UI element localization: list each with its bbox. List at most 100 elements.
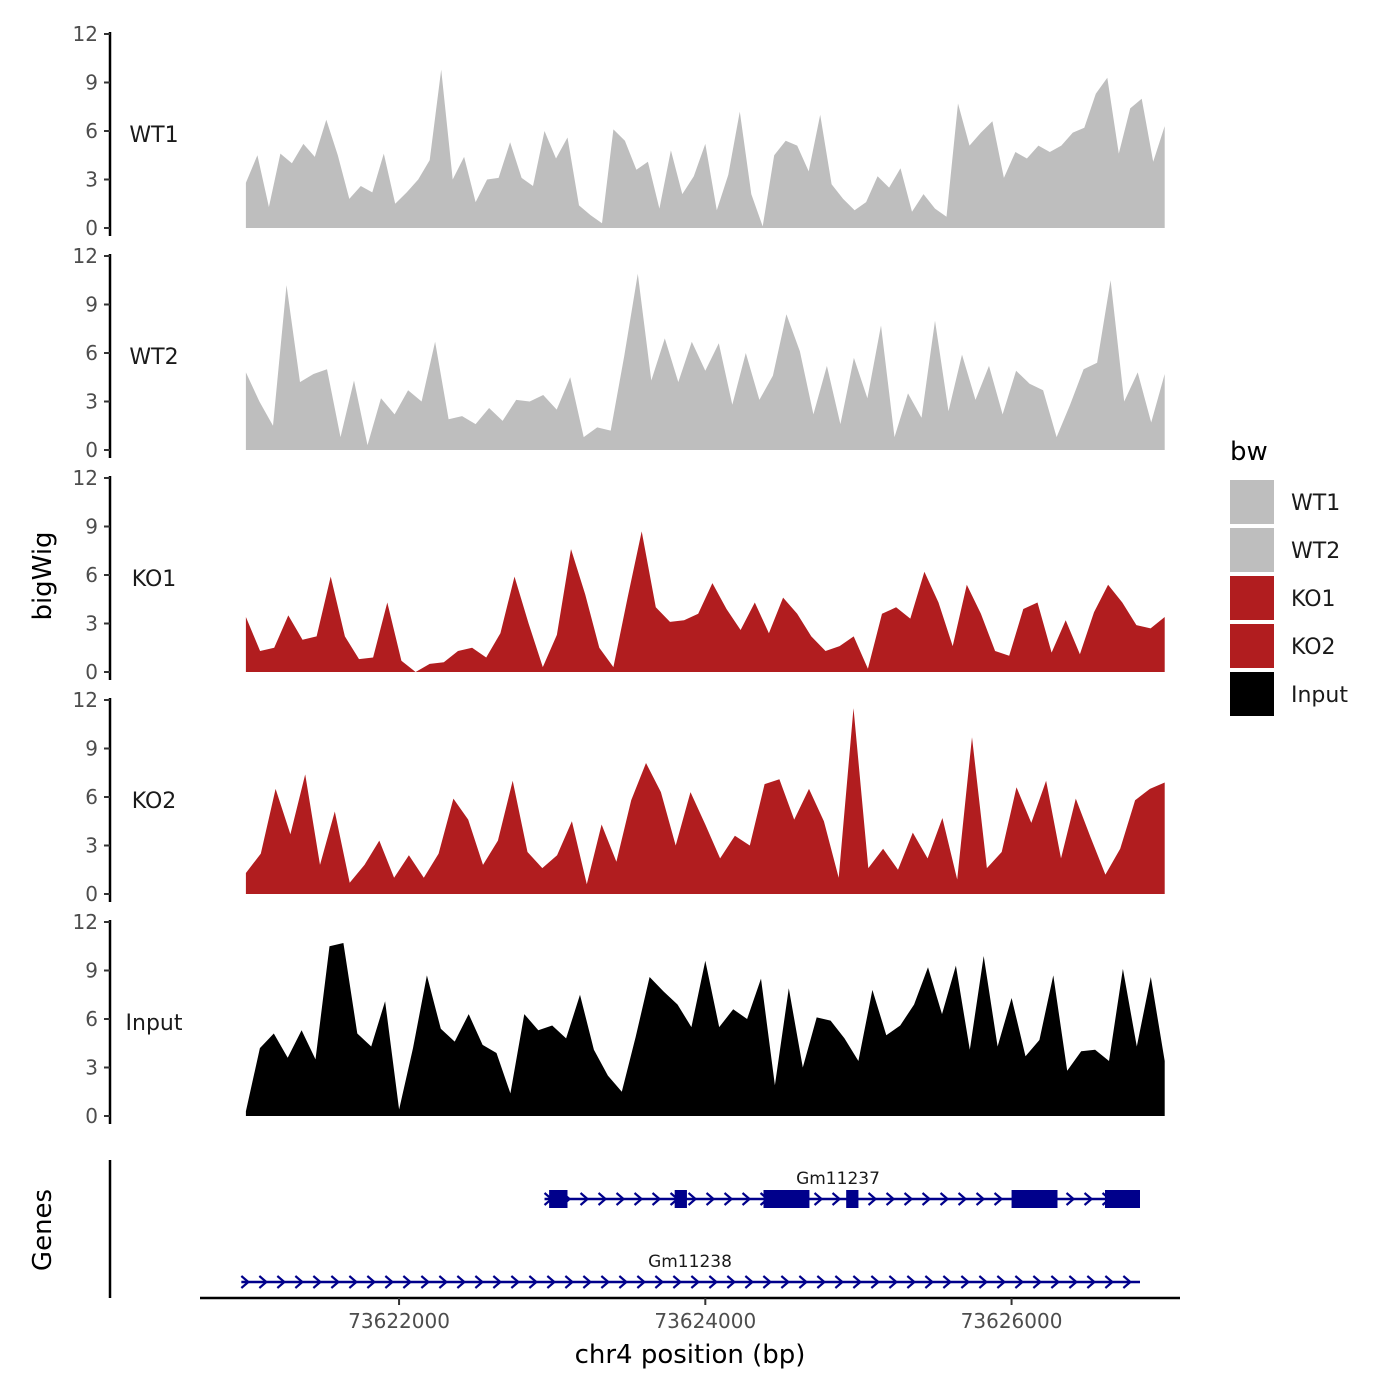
strand-arrow — [978, 1275, 989, 1289]
strand-arrow — [276, 1275, 287, 1289]
gene-label: Gm11237 — [796, 1169, 880, 1189]
track-label: Input — [126, 1011, 183, 1036]
strand-arrow — [723, 1192, 734, 1206]
strand-arrow — [906, 1275, 917, 1289]
exon — [763, 1190, 810, 1208]
y-tick-label: 6 — [85, 119, 98, 143]
strand-arrow — [348, 1275, 359, 1289]
track-ko1: 0 3 6 9 12 KO1 — [73, 466, 1165, 684]
y-tick-label: 12 — [73, 688, 98, 712]
strand-arrow — [330, 1275, 341, 1289]
strand-arrow — [813, 1192, 824, 1206]
legend: bw WT1 WT2 KO1 KO2 Input — [1230, 437, 1348, 716]
strand-arrow — [705, 1192, 716, 1206]
exon — [674, 1190, 687, 1208]
strand-arrow — [903, 1192, 914, 1206]
strand-arrow — [888, 1275, 899, 1289]
strand-arrow — [921, 1192, 932, 1206]
legend-swatch-wt1 — [1230, 480, 1274, 524]
strand-arrow — [939, 1192, 950, 1206]
strand-arrow — [993, 1192, 1004, 1206]
strand-arrow — [708, 1275, 719, 1289]
strand-arrow — [672, 1275, 683, 1289]
strand-arrow — [741, 1192, 752, 1206]
legend-swatch-ko1 — [1230, 576, 1274, 620]
strand-arrow — [1050, 1275, 1061, 1289]
y-axis-title: bigWig — [28, 531, 58, 620]
strand-arrow — [957, 1192, 968, 1206]
y-tick-label: 3 — [85, 390, 98, 414]
strand-arrow — [546, 1275, 557, 1289]
legend-swatch-wt2 — [1230, 528, 1274, 572]
genes-axis-title: Genes — [28, 1189, 58, 1271]
strand-arrow — [366, 1275, 377, 1289]
strand-arrow — [816, 1275, 827, 1289]
y-tick-label: 9 — [85, 293, 98, 317]
x-tick-label: 73622000 — [348, 1309, 450, 1333]
signal-area-ko2 — [245, 708, 1165, 894]
y-tick-label: 0 — [85, 438, 98, 462]
strand-arrow — [1083, 1192, 1094, 1206]
strand-arrow — [975, 1192, 986, 1206]
strand-arrow — [1122, 1275, 1133, 1289]
y-tick-label: 6 — [85, 785, 98, 809]
y-tick-label: 12 — [73, 466, 98, 490]
y-tick-label: 0 — [85, 882, 98, 906]
y-tick-label: 0 — [85, 216, 98, 240]
strand-arrow — [312, 1275, 323, 1289]
strand-arrow — [687, 1192, 698, 1206]
legend-title: bw — [1230, 437, 1268, 467]
strand-arrow — [618, 1275, 629, 1289]
signal-area-input — [245, 943, 1165, 1116]
gene-gm11238: Gm11238 — [240, 1252, 1140, 1289]
strand-arrow — [1014, 1275, 1025, 1289]
strand-arrow — [528, 1275, 539, 1289]
gene-label: Gm11238 — [648, 1252, 732, 1272]
y-tick-label: 12 — [73, 22, 98, 46]
strand-arrow — [420, 1275, 431, 1289]
y-tick-label: 3 — [85, 168, 98, 192]
strand-arrow — [438, 1275, 449, 1289]
track-ko2: 0 3 6 9 12 KO2 — [73, 688, 1165, 906]
signal-area-wt2 — [245, 273, 1165, 450]
strand-arrow — [996, 1275, 1007, 1289]
legend-swatch-input — [1230, 672, 1274, 716]
exon — [1011, 1190, 1058, 1208]
x-tick-label: 73624000 — [654, 1309, 756, 1333]
strand-arrow — [651, 1192, 662, 1206]
strand-arrow — [654, 1275, 665, 1289]
signal-area-wt1 — [245, 69, 1165, 228]
strand-arrow — [384, 1275, 395, 1289]
strand-arrow — [510, 1275, 521, 1289]
strand-arrow — [780, 1275, 791, 1289]
strand-arrow — [960, 1275, 971, 1289]
strand-arrow — [492, 1275, 503, 1289]
legend-label: KO2 — [1291, 635, 1336, 660]
strand-arrow — [615, 1192, 626, 1206]
strand-arrow — [1104, 1275, 1115, 1289]
strand-arrow — [744, 1275, 755, 1289]
strand-arrow — [1032, 1275, 1043, 1289]
exon — [549, 1190, 568, 1208]
track-wt1: 0 3 6 9 12 WT1 — [73, 22, 1165, 240]
y-tick-label: 9 — [85, 515, 98, 539]
track-wt2: 0 3 6 9 12 WT2 — [73, 244, 1165, 462]
strand-arrow — [600, 1275, 611, 1289]
strand-arrow — [942, 1275, 953, 1289]
strand-arrow — [1086, 1275, 1097, 1289]
legend-label: WT2 — [1291, 539, 1340, 564]
x-axis: 73622000 73624000 73626000 — [200, 1296, 1180, 1333]
y-tick-label: 12 — [73, 244, 98, 268]
track-label: WT1 — [129, 123, 178, 148]
x-axis-title: chr4 position (bp) — [575, 1340, 806, 1370]
strand-arrow — [924, 1275, 935, 1289]
track-label: KO2 — [132, 789, 177, 814]
strand-arrow — [762, 1275, 773, 1289]
track-input: 0 3 6 9 12 Input — [73, 910, 1165, 1128]
y-tick-label: 9 — [85, 959, 98, 983]
legend-label: WT1 — [1291, 491, 1340, 516]
y-tick-label: 3 — [85, 1056, 98, 1080]
strand-arrow — [870, 1275, 881, 1289]
gene-gm11237: Gm11237 — [543, 1169, 1140, 1208]
